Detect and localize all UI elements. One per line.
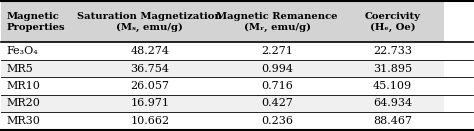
Text: 0.994: 0.994	[261, 64, 293, 74]
Text: MR5: MR5	[6, 64, 33, 74]
Bar	[341, 1, 444, 42]
Text: 31.895: 31.895	[373, 64, 412, 74]
Text: 45.109: 45.109	[373, 81, 412, 91]
Text: 88.467: 88.467	[373, 116, 412, 126]
Text: MR30: MR30	[6, 116, 40, 126]
Bar	[213, 42, 341, 60]
Text: 36.754: 36.754	[130, 64, 169, 74]
Bar	[213, 1, 341, 42]
Bar	[86, 42, 213, 60]
Bar	[86, 77, 213, 95]
Bar	[86, 112, 213, 130]
Text: 16.971: 16.971	[130, 99, 169, 108]
Bar	[86, 1, 213, 42]
Text: Magnetic
Properties: Magnetic Properties	[6, 12, 65, 32]
Bar	[86, 60, 213, 77]
Bar	[1, 77, 86, 95]
Bar	[1, 95, 86, 112]
Bar	[1, 60, 86, 77]
Text: Magnetic Remanence
(Mᵣ, emu/g): Magnetic Remanence (Mᵣ, emu/g)	[216, 12, 338, 32]
Bar	[86, 95, 213, 112]
Text: 22.733: 22.733	[373, 46, 412, 56]
Text: MR10: MR10	[6, 81, 40, 91]
Text: 48.274: 48.274	[130, 46, 169, 56]
Bar	[341, 95, 444, 112]
Text: Saturation Magnetization
(Mₛ, emu/g): Saturation Magnetization (Mₛ, emu/g)	[77, 12, 222, 32]
Bar	[341, 112, 444, 130]
Text: 0.236: 0.236	[261, 116, 293, 126]
Text: 2.271: 2.271	[261, 46, 293, 56]
Bar	[213, 95, 341, 112]
Bar	[1, 42, 86, 60]
Text: Fe₃O₄: Fe₃O₄	[6, 46, 38, 56]
Bar	[1, 1, 86, 42]
Text: 64.934: 64.934	[373, 99, 412, 108]
Bar	[341, 77, 444, 95]
Bar	[341, 60, 444, 77]
Bar	[341, 42, 444, 60]
Text: Coercivity
(Hₑ, Oe): Coercivity (Hₑ, Oe)	[365, 12, 420, 32]
Text: 10.662: 10.662	[130, 116, 169, 126]
Text: MR20: MR20	[6, 99, 40, 108]
Bar	[213, 77, 341, 95]
Text: 0.427: 0.427	[261, 99, 293, 108]
Bar	[213, 112, 341, 130]
Bar	[213, 60, 341, 77]
Bar	[1, 112, 86, 130]
Text: 0.716: 0.716	[261, 81, 293, 91]
Text: 26.057: 26.057	[130, 81, 169, 91]
